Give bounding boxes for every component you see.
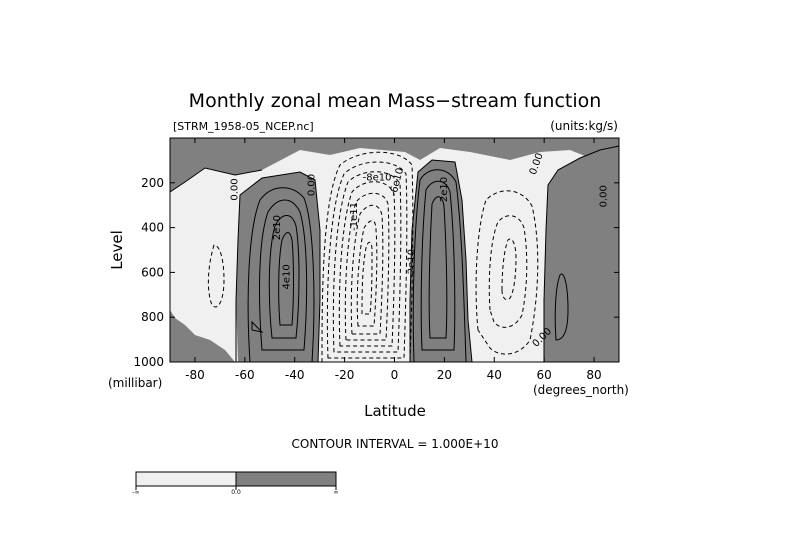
y-axis: 200 400 600 800 1000: [133, 176, 619, 369]
x-tick-label: -40: [285, 368, 305, 382]
positive-region-south-hemisphere-cell: [236, 172, 320, 362]
zero-contours: [170, 145, 619, 362]
contour-label: 0.00: [229, 178, 240, 200]
colorbar-positive-swatch: [235, 471, 337, 487]
x-axis-label: Latitude: [364, 402, 426, 420]
contour-label: 4e10: [282, 264, 293, 289]
contour-label: -8e10: [363, 173, 392, 184]
y-unit-label: (millibar): [108, 376, 162, 390]
positive-contours-south: [247, 187, 315, 362]
negative-contours-north: [475, 190, 539, 355]
y-tick-label: 400: [141, 221, 164, 235]
positive-region-south-polar: [170, 300, 235, 362]
y-axis-label: Level: [108, 230, 126, 270]
colorbar-label-zero: 0.0: [231, 489, 241, 496]
file-label: [STRM_1958-05_NCEP.nc]: [173, 120, 314, 133]
contour-label: -1e11: [349, 202, 360, 231]
positive-region-top-band: [170, 138, 619, 192]
x-tick-label: -60: [235, 368, 255, 382]
x-axis: -80 -60 -40 -20 0 20 40 60 80: [185, 138, 602, 382]
y-tick-label: 600: [141, 265, 164, 279]
contour-label: -2e10: [406, 249, 417, 278]
positive-region-north-tropical-cell: [410, 160, 472, 362]
x-tick-label: -80: [185, 368, 205, 382]
positive-contours-north: [412, 169, 467, 362]
negative-contours-south-polar: [207, 244, 225, 308]
colorbar-label-max: ∞: [334, 489, 339, 496]
x-tick-label: 20: [437, 368, 452, 382]
units-label: (units:kg/s): [550, 119, 618, 133]
contour-label: 0.00: [599, 185, 610, 207]
colorbar-label-min: -∞: [132, 489, 139, 496]
negative-region-south-polar-patch: [170, 292, 220, 340]
contour-label: 2e10: [272, 215, 283, 240]
x-tick-label: 0: [391, 368, 399, 382]
contour-label: 0.00: [307, 174, 318, 196]
contour-label: 2e10: [439, 177, 450, 202]
negative-contours-equatorial: [321, 151, 414, 362]
chart-title: Monthly zonal mean Mass−stream function: [189, 90, 602, 112]
contour-field: [170, 138, 619, 362]
x-unit-label: (degrees_north): [533, 383, 629, 397]
positive-region-north-polar: [544, 146, 619, 362]
y-tick-label: 200: [141, 176, 164, 190]
positive-contours-north-polar: [554, 273, 569, 341]
x-tick-label: -20: [335, 368, 355, 382]
y-tick-label: 1000: [133, 355, 164, 369]
y-tick-label: 800: [141, 310, 164, 324]
colorbar: -∞ 0.0 ∞: [132, 471, 339, 496]
x-tick-label: 80: [586, 368, 601, 382]
x-tick-label: 40: [487, 368, 502, 382]
x-tick-label: 60: [537, 368, 552, 382]
colorbar-negative-swatch: [135, 471, 237, 487]
contour-interval-text: CONTOUR INTERVAL = 1.000E+10: [292, 437, 499, 451]
